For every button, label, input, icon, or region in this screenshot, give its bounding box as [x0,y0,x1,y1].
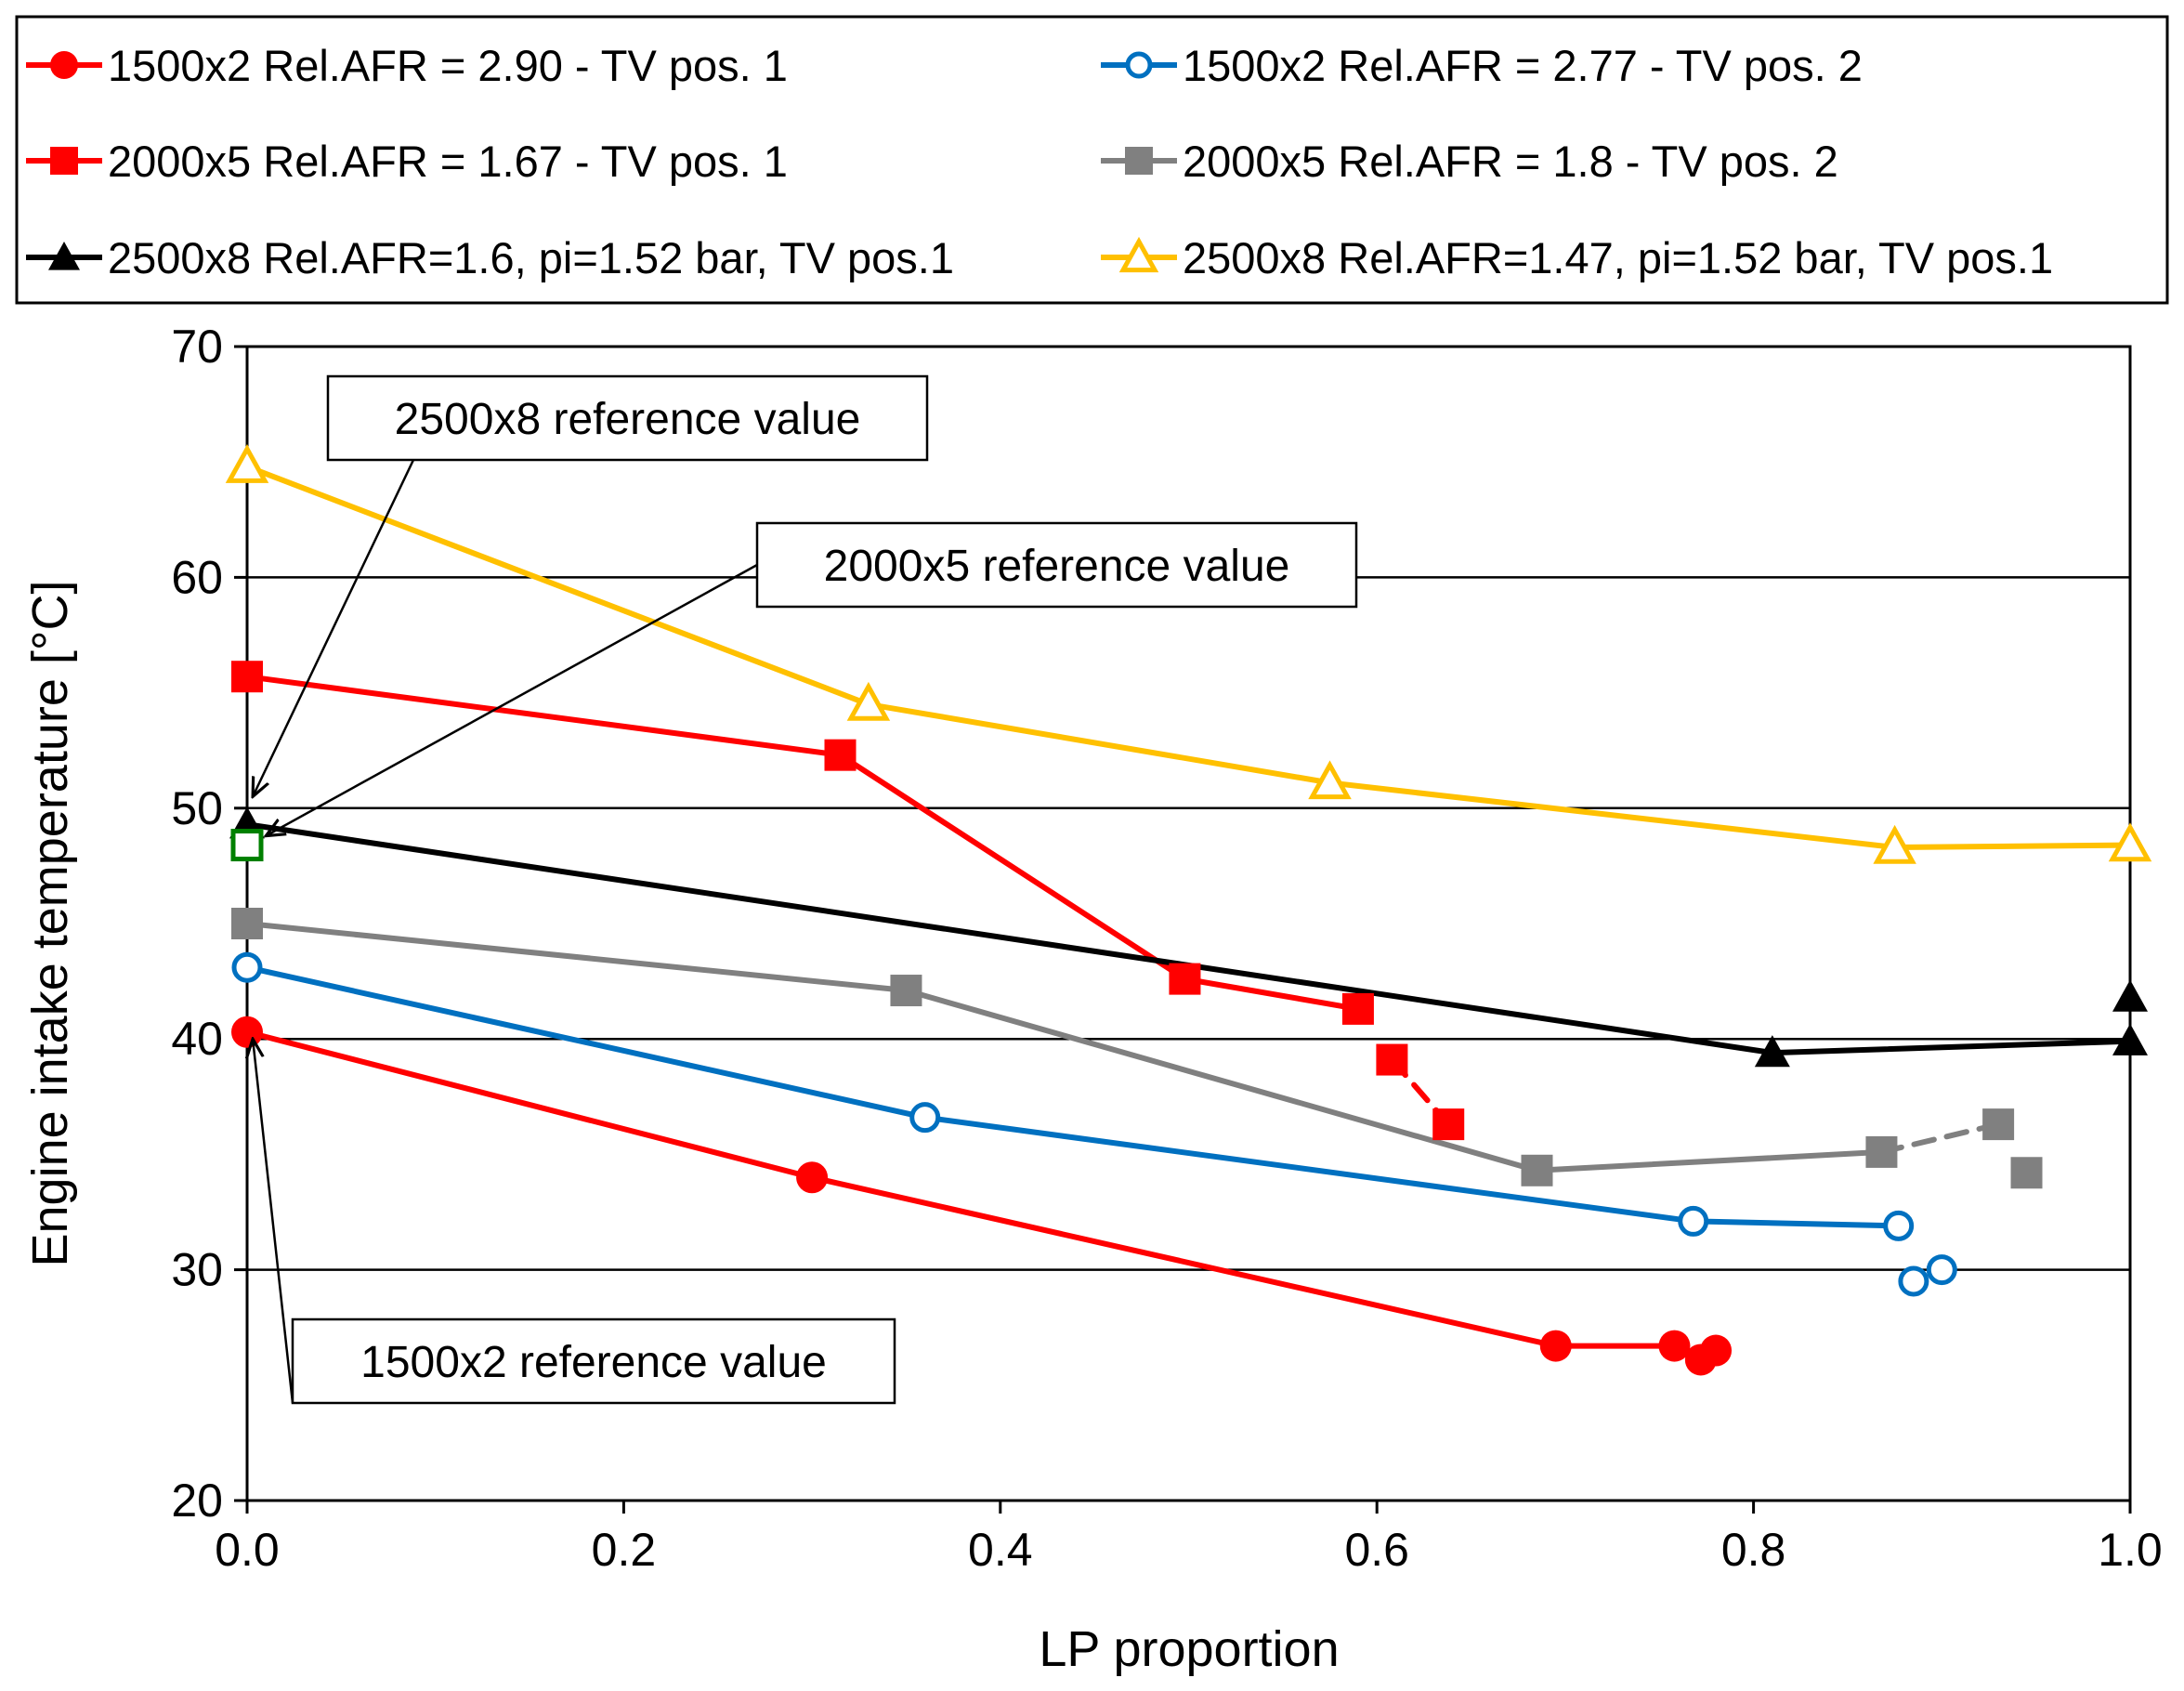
annotation-box [291,1317,896,1405]
series-6-point [846,681,891,721]
series-6-point [1308,760,1352,800]
series-5-point [1754,1035,1790,1068]
legend-marker [48,242,80,270]
series-6-line-segment [865,701,1333,786]
x-tick-label: 0.0 [215,1524,280,1576]
legend-marker [1118,236,1159,273]
series-4-point [1865,1135,1898,1168]
series-4-point [1521,1154,1553,1186]
series-3-point [231,661,263,693]
y-axis-title: Engine intake temperature [°C] [22,581,78,1267]
series-6-line-segment [1891,842,2133,851]
series-4-point [890,975,922,1007]
y-tick-label: 50 [171,782,223,834]
series-2-point [1883,1210,1915,1241]
x-tick-label: 1.0 [2098,1524,2163,1576]
series-5-point [2112,1023,2148,1055]
x-tick-label: 0.2 [592,1524,657,1576]
legend-marker [1125,51,1153,79]
series-1-line-segment [244,1029,816,1181]
legend-box [15,15,2169,305]
y-tick-label: 30 [171,1244,223,1296]
series-3-point [1432,1108,1465,1141]
annotation-arrow [253,1039,294,1404]
series-3-point [824,739,857,771]
annotation-box [755,521,1358,609]
annotations: 2500x8 reference value 2000x5 reference v… [253,374,1358,1405]
legend-entry-label: 2000x5 Rel.AFR = 1.67 - TV pos. 1 [108,137,788,186]
series-4-line-segment [1878,1121,2002,1155]
series-2-point [1898,1265,1929,1297]
series-4-point [231,908,263,939]
series-2-point [1926,1254,1957,1286]
y-axis-ticks: 20 30 40 50 60 70 [171,321,247,1527]
series-6-point [2108,822,2152,862]
annotation-label: 2000x5 reference value [824,542,1290,591]
x-tick-label: 0.8 [1721,1524,1786,1576]
series-5-line-segment [1769,1038,2133,1056]
series-4-line-segment [244,921,909,994]
series-6-point [1873,824,1916,864]
y-tick-label: 20 [171,1475,223,1527]
series-2-line-segment [1690,1218,1902,1229]
series-lines [244,464,2133,1349]
series-5-line-segment [244,821,1775,1056]
series-3-line-segment [1182,976,1361,1012]
series-2-line-segment [922,1114,1696,1225]
series-markers [225,444,2152,1376]
x-axis-title: LP proportion [1039,1621,1339,1677]
series-1-point [1539,1330,1572,1362]
series-2-point [1678,1205,1709,1237]
reference-point-marker [230,829,264,862]
y-tick-label: 70 [171,321,223,373]
series-4-line-segment [1534,1148,1885,1173]
x-tick-label: 0.6 [1344,1524,1409,1576]
legend-entry-label: 2000x5 Rel.AFR = 1.8 - TV pos. 2 [1183,137,1838,186]
series-4-point [1982,1108,2015,1141]
series-6-point [225,444,269,483]
annotation-box [326,374,929,462]
x-tick-label: 0.4 [968,1524,1033,1576]
x-axis-ticks: 0.0 0.2 0.4 0.6 0.8 1.0 [215,1501,2163,1576]
y-tick-label: 40 [171,1013,223,1065]
series-4-line-segment [903,988,1540,1173]
series-2-point [231,951,263,983]
series-1-line-segment [809,1174,1559,1349]
annotation-label: 2500x8 reference value [395,395,861,444]
legend-marker [1125,147,1153,175]
series-2-line-segment [244,964,928,1121]
y-tick-label: 60 [171,551,223,603]
annotation-label: 1500x2 reference value [360,1338,827,1387]
legend: 1500x2 Rel.AFR = 2.90 - TV pos. 1 1500x2 … [26,41,2053,282]
series-1-point [1658,1330,1691,1362]
series-4-point [2010,1157,2043,1189]
legend-entry-label: 2500x8 Rel.AFR=1.47, pi=1.52 bar, TV pos… [1183,233,2053,282]
series-3-point [1169,963,1201,995]
legend-entry-label: 1500x2 Rel.AFR = 2.77 - TV pos. 2 [1183,41,1863,90]
series-3-line-segment [244,674,844,758]
annotation-arrow [253,459,415,796]
series-1-point [1700,1334,1733,1367]
annotation-arrow [266,563,758,836]
legend-entry-label: 1500x2 Rel.AFR = 2.90 - TV pos. 1 [108,41,788,90]
series-3-point [1341,992,1374,1025]
series-3-point [1376,1043,1408,1076]
legend-entry-label: 2500x8 Rel.AFR=1.6, pi=1.52 bar, TV pos.… [108,233,954,282]
series-6-line-segment [244,464,871,708]
series-2-point [909,1102,941,1134]
legend-marker [50,51,78,79]
series-1-point [796,1161,829,1194]
series-5-point [2112,979,2148,1012]
legend-marker [50,147,78,175]
series-6-line-segment [1327,780,1898,851]
series-1-point [231,1016,263,1048]
series-3-line-segment [837,752,1188,982]
